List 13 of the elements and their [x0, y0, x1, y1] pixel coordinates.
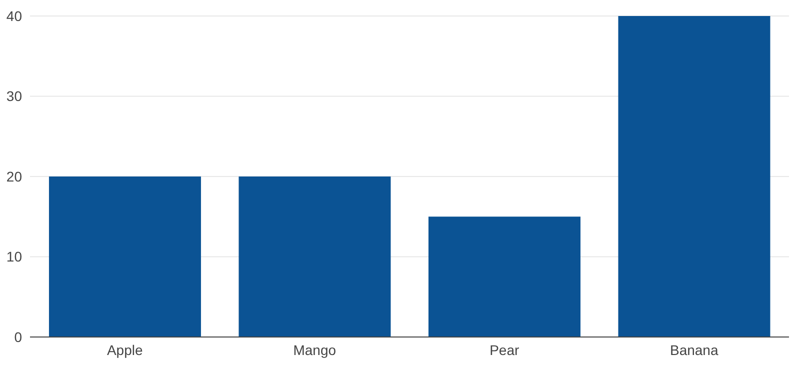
y-tick-label: 10	[6, 248, 22, 265]
x-tick-label: Pear	[490, 342, 520, 358]
bar	[238, 176, 391, 337]
x-tick-label: Apple	[106, 342, 143, 358]
y-tick-label: 30	[6, 88, 22, 104]
x-tick-label: Banana	[670, 342, 718, 358]
x-tick-label: Mango	[293, 342, 336, 358]
y-tick-label: 0	[14, 328, 22, 345]
bar	[48, 176, 201, 337]
bar	[428, 216, 580, 337]
bar	[618, 16, 770, 337]
y-tick-label: 20	[6, 168, 22, 184]
y-tick-label: 40	[6, 8, 22, 24]
